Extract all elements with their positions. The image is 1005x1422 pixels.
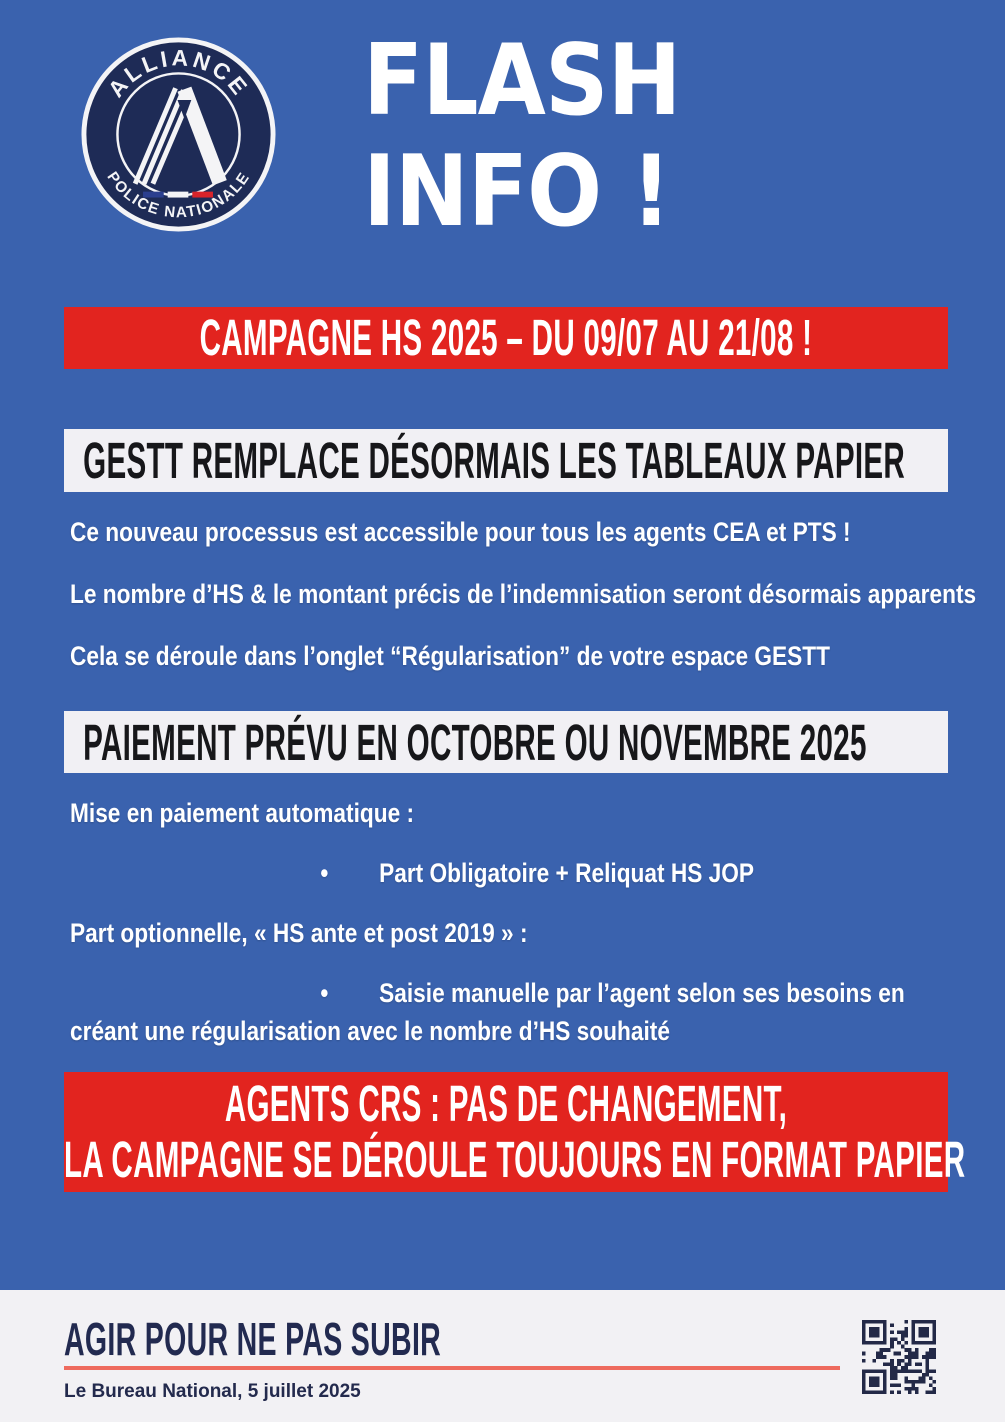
slogan-underline: [64, 1366, 840, 1370]
gestt-paragraph-2: Le nombre d’HS & le montant précis de l’…: [70, 579, 977, 609]
bullet-item-2-text: Saisie manuelle par l’agent selon ses be…: [70, 978, 905, 1046]
bullet-dot-icon: •: [320, 978, 329, 1008]
logo-a-right-leg: [177, 86, 227, 186]
gestt-heading-banner: GESTT REMPLACE DÉSORMAIS LES TABLEAUX PA…: [64, 429, 948, 492]
logo-a-notch: [177, 100, 192, 119]
qr-code: [862, 1320, 936, 1394]
paiement-heading-text: PAIEMENT PRÉVU EN OCTOBRE OU NOVEMBRE 20…: [83, 714, 867, 771]
campaign-banner-text: CAMPAGNE HS 2025 – DU 09/07 AU 21/08 !: [199, 309, 813, 366]
header: ALLIANCE POLICE NATIONALE FLAS: [0, 0, 1005, 248]
gestt-paragraph-3: Cela se déroule dans l’onglet “Régularis…: [70, 641, 831, 671]
bullet-item-2: • Saisie manuelle par l’agent selon ses b…: [70, 974, 977, 1050]
paiement-section: Mise en paiement automatique : • Part Obl…: [70, 794, 977, 1050]
paiement-intro-2: Part optionnelle, « HS ante et post 2019…: [70, 918, 528, 948]
title-line-2: INFO !: [363, 135, 671, 249]
bullet-item-1-text: Part Obligatoire + Reliquat HS JOP: [379, 858, 755, 888]
bullet-dot-icon: •: [320, 858, 329, 888]
paiement-heading-banner: PAIEMENT PRÉVU EN OCTOBRE OU NOVEMBRE 20…: [64, 711, 948, 773]
crs-banner-line-1: AGENTS CRS : PAS DE CHANGEMENT,: [224, 1075, 788, 1132]
french-flag-icon: [143, 191, 213, 198]
crs-banner-line-2: LA CAMPAGNE SE DÉROULE TOUJOURS EN FORMA…: [64, 1131, 966, 1188]
logo-outer-disc: [81, 37, 276, 232]
crs-banner: AGENTS CRS : PAS DE CHANGEMENT, LA CAMPA…: [64, 1072, 966, 1192]
footer-signature: Le Bureau National, 5 juillet 2025: [64, 1381, 361, 1402]
title-line-1: FLASH: [363, 24, 681, 138]
campaign-banner: CAMPAGNE HS 2025 – DU 09/07 AU 21/08 !: [64, 307, 948, 369]
gestt-heading-text: GESTT REMPLACE DÉSORMAIS LES TABLEAUX PA…: [83, 432, 906, 489]
footer: AGIR POUR NE PAS SUBIR Le Bureau Nationa…: [0, 1290, 1005, 1422]
gestt-paragraph-1: Ce nouveau processus est accessible pour…: [70, 517, 851, 547]
poster-body: ALLIANCE POLICE NATIONALE FLAS: [0, 0, 1005, 1290]
bullet-item-1: • Part Obligatoire + Reliquat HS JOP: [70, 854, 977, 892]
poster-title: FLASH INFO !: [363, 26, 681, 248]
alliance-police-nationale-logo: ALLIANCE POLICE NATIONALE: [81, 37, 276, 232]
footer-slogan: AGIR POUR NE PAS SUBIR: [64, 1313, 442, 1365]
paiement-intro-1: Mise en paiement automatique :: [70, 798, 415, 828]
gestt-section: Ce nouveau processus est accessible pour…: [70, 513, 977, 675]
